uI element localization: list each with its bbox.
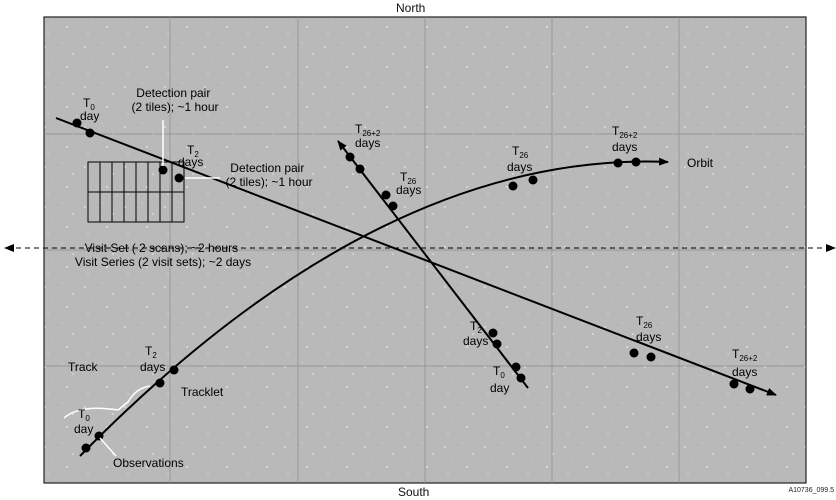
observation-dot [508, 181, 518, 191]
leader-lines [63, 120, 220, 457]
observation-dot [94, 431, 104, 441]
t26-days-label-orbit: T26 days [507, 144, 532, 174]
observations-label: Observations [113, 456, 184, 470]
t26-days-label-right: T26 days [636, 314, 661, 344]
t2-days-label-lower: T2 days [140, 344, 165, 374]
observation-dot [629, 348, 639, 358]
east-arrow-icon [826, 244, 836, 252]
t26-days-label-mid: T26 days [396, 170, 421, 197]
orbit-curve [79, 157, 669, 457]
observation-dot [745, 384, 755, 394]
observation-dot [355, 164, 365, 174]
observation-dot [516, 373, 526, 383]
north-label: North [396, 1, 426, 15]
west-arrow-icon [4, 244, 14, 252]
observation-dot [158, 165, 168, 175]
t2-days-label-upper: T2 days [178, 143, 203, 169]
observation-dot [646, 352, 656, 362]
observation-dot [613, 158, 623, 168]
observation-dot [388, 201, 398, 211]
field-grid [44, 17, 806, 483]
observation-dot [381, 190, 391, 200]
observation-dot [511, 362, 521, 372]
observation-dot [81, 443, 91, 453]
t0-day-label-lower: T0 day [74, 407, 93, 436]
detection-pair-label-1: Detection pair (2 tiles); ~1 hour [131, 86, 218, 114]
observation-dot [729, 379, 739, 389]
t2-days-label-mid: T2 days [463, 319, 488, 348]
t0-day-label-mid: T0 day [490, 364, 509, 395]
observation-dot [155, 378, 165, 388]
observation-dot [72, 118, 82, 128]
observation-dot [345, 152, 355, 162]
observation-dots [72, 118, 755, 453]
figure-id: A10736_099.5 [788, 487, 834, 494]
observation-dot [85, 128, 95, 138]
observation-dot [169, 365, 179, 375]
t0-day-label-upper: T0 day [80, 96, 99, 123]
t262-days-label-orbit: T26+2 days [612, 124, 641, 154]
south-label: South [398, 485, 430, 499]
long-track-line [55, 117, 777, 396]
observation-dot [631, 157, 641, 167]
observation-dot [528, 175, 538, 185]
visit-set-label: Visit Set ( 2 scans); ~2 hours Visit Ser… [75, 241, 251, 269]
observation-dot [492, 339, 502, 349]
observation-dot [488, 328, 498, 338]
tracklet-label: Tracklet [181, 385, 224, 399]
t262-days-label-mid: T26+2 days [355, 122, 384, 150]
detection-pair-label-2: Detection pair (2 tiles); ~1 hour [225, 161, 312, 189]
orbit-label: Orbit [687, 156, 714, 170]
observation-dot [174, 173, 184, 183]
track-label: Track [68, 360, 99, 374]
east-west-dashed-line [4, 244, 836, 252]
t262-days-label-right: T26+2 days [732, 347, 761, 379]
